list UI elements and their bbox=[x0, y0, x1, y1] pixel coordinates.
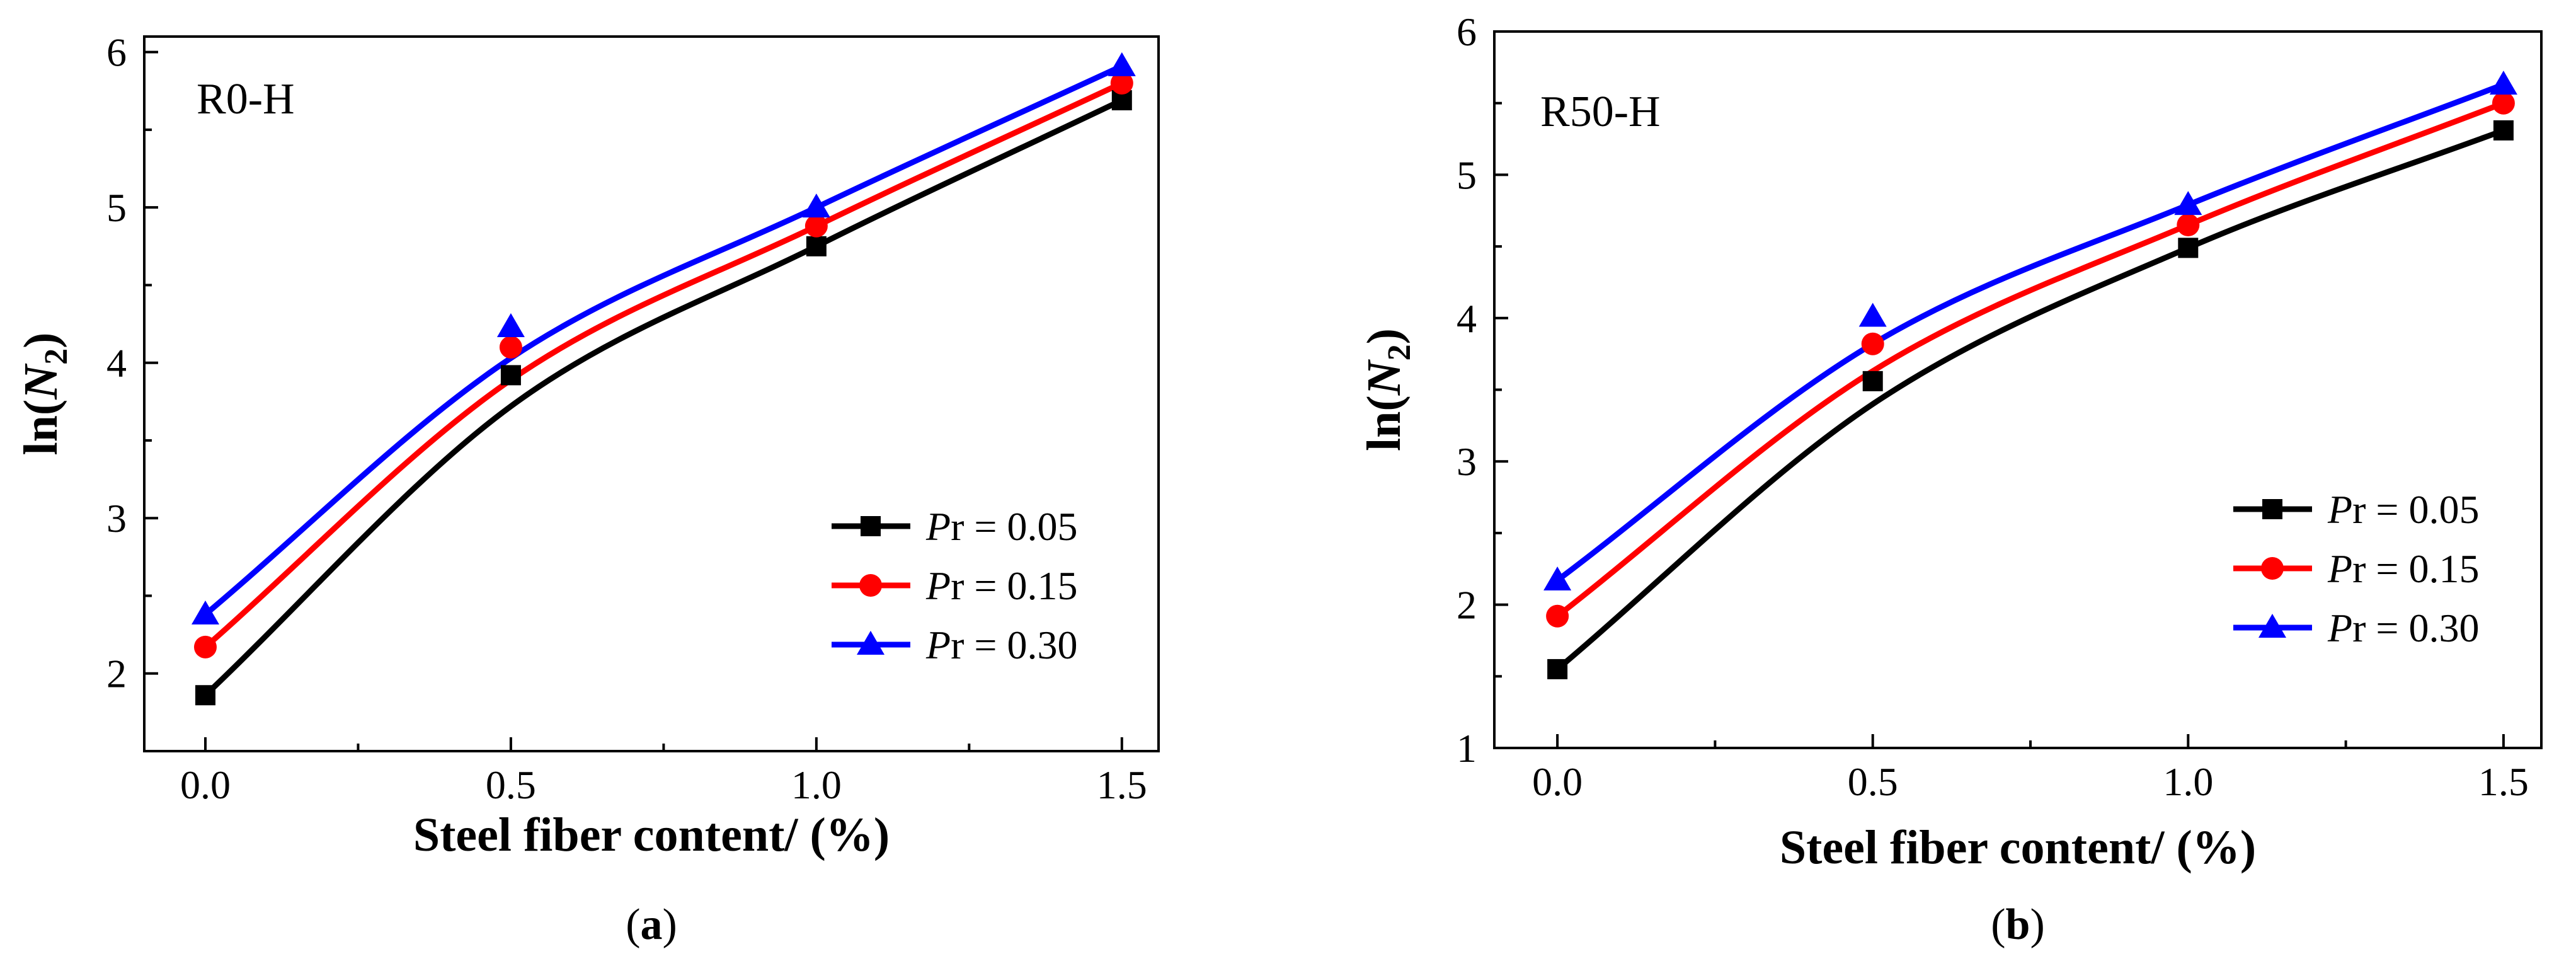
data-point-series-1 bbox=[195, 685, 215, 706]
data-point-series-2 bbox=[1110, 71, 1133, 95]
x-axis-label: Steel fiber content/ (%) bbox=[1780, 821, 2256, 874]
x-tick-label: 1.5 bbox=[2478, 759, 2529, 804]
fit-curve-series-3 bbox=[1554, 81, 2507, 584]
legend: Pr = 0.05 Pr = 0.15 Pr = 0.30 bbox=[832, 504, 1078, 667]
legend-entry-label: Pr = 0.30 bbox=[925, 623, 1078, 667]
data-point-series-3 bbox=[802, 193, 830, 218]
y-tick-label: 6 bbox=[106, 30, 127, 75]
chart-annotation: R0-H bbox=[197, 75, 295, 124]
fit-curve-series-1 bbox=[202, 97, 1125, 698]
data-point-series-2 bbox=[2492, 91, 2515, 115]
legend-marker bbox=[861, 516, 881, 536]
legend-marker bbox=[2258, 614, 2286, 638]
legend-marker bbox=[2262, 499, 2282, 519]
y-tick-label: 2 bbox=[1457, 583, 1477, 628]
chart-annotation: R50-H bbox=[1540, 88, 1661, 136]
y-tick-label: 4 bbox=[106, 341, 127, 386]
x-axis-label: Steel fiber content/ (%) bbox=[413, 808, 890, 861]
legend-entry-label: Pr = 0.05 bbox=[2327, 487, 2480, 532]
fit-curve-series-3 bbox=[202, 63, 1125, 618]
y-tick-label: 5 bbox=[106, 185, 127, 230]
data-point-series-2 bbox=[1546, 604, 1569, 628]
data-point-series-2 bbox=[193, 635, 217, 658]
legend-entry-label: Pr = 0.30 bbox=[2327, 606, 2480, 650]
panel-label: (b) bbox=[1991, 900, 2045, 949]
data-point-series-1 bbox=[1862, 371, 1883, 391]
x-tick-label: 0.0 bbox=[180, 762, 231, 807]
data-point-series-1 bbox=[2493, 120, 2514, 141]
legend: Pr = 0.05 Pr = 0.15 Pr = 0.30 bbox=[2233, 487, 2480, 650]
data-point-series-3 bbox=[1543, 566, 1572, 590]
legend-entry-label: Pr = 0.15 bbox=[925, 563, 1078, 608]
data-point-series-3 bbox=[2174, 191, 2202, 216]
legend-marker bbox=[2261, 557, 2284, 580]
data-point-series-2 bbox=[2177, 213, 2200, 236]
data-point-series-1 bbox=[1547, 658, 1568, 679]
y-tick-label: 4 bbox=[1457, 296, 1477, 341]
plot-frame bbox=[143, 35, 1160, 752]
data-point-series-3 bbox=[496, 313, 525, 337]
legend-marker bbox=[859, 574, 882, 597]
chart-panel-b: 0.0 0.5 1.0 1.5 1 2 3 4 5 6 R50-H Pr = 0.05 Pr = 0.1… bbox=[1358, 9, 2543, 949]
legend-marker bbox=[857, 631, 884, 655]
y-tick-label: 3 bbox=[1457, 439, 1477, 484]
data-point-series-2 bbox=[1861, 332, 1884, 355]
y-axis-label: ln(N2) bbox=[1358, 328, 1417, 451]
y-tick-label: 1 bbox=[1457, 726, 1477, 771]
panel-label: (a) bbox=[626, 900, 677, 949]
data-point-series-2 bbox=[499, 336, 522, 359]
x-tick-label: 1.5 bbox=[1097, 762, 1147, 807]
legend-entry-label: Pr = 0.05 bbox=[925, 504, 1078, 549]
y-axis-label: ln(N2) bbox=[14, 333, 74, 456]
data-point-series-1 bbox=[2178, 238, 2199, 258]
data-point-series-3 bbox=[191, 601, 219, 625]
data-point-series-3 bbox=[1858, 302, 1887, 327]
data-point-series-3 bbox=[1108, 52, 1136, 76]
fit-curve-series-2 bbox=[202, 80, 1125, 650]
x-tick-label: 0.5 bbox=[1848, 759, 1898, 804]
x-tick-label: 1.0 bbox=[791, 762, 842, 807]
legend-entry-label: Pr = 0.15 bbox=[2327, 546, 2480, 591]
x-tick-label: 0.0 bbox=[1532, 759, 1583, 804]
y-tick-label: 2 bbox=[106, 652, 127, 696]
x-tick-label: 0.5 bbox=[486, 762, 536, 807]
y-tick-label: 5 bbox=[1457, 152, 1477, 197]
data-point-series-1 bbox=[500, 365, 521, 386]
fit-curve-series-2 bbox=[1554, 100, 2507, 619]
y-tick-label: 6 bbox=[1457, 9, 1477, 54]
data-point-series-2 bbox=[804, 214, 828, 238]
y-tick-label: 3 bbox=[106, 496, 127, 541]
data-point-series-3 bbox=[2489, 71, 2517, 95]
x-tick-label: 1.0 bbox=[2163, 759, 2213, 804]
fit-curve-series-1 bbox=[1554, 127, 2507, 672]
data-point-series-1 bbox=[806, 236, 827, 256]
